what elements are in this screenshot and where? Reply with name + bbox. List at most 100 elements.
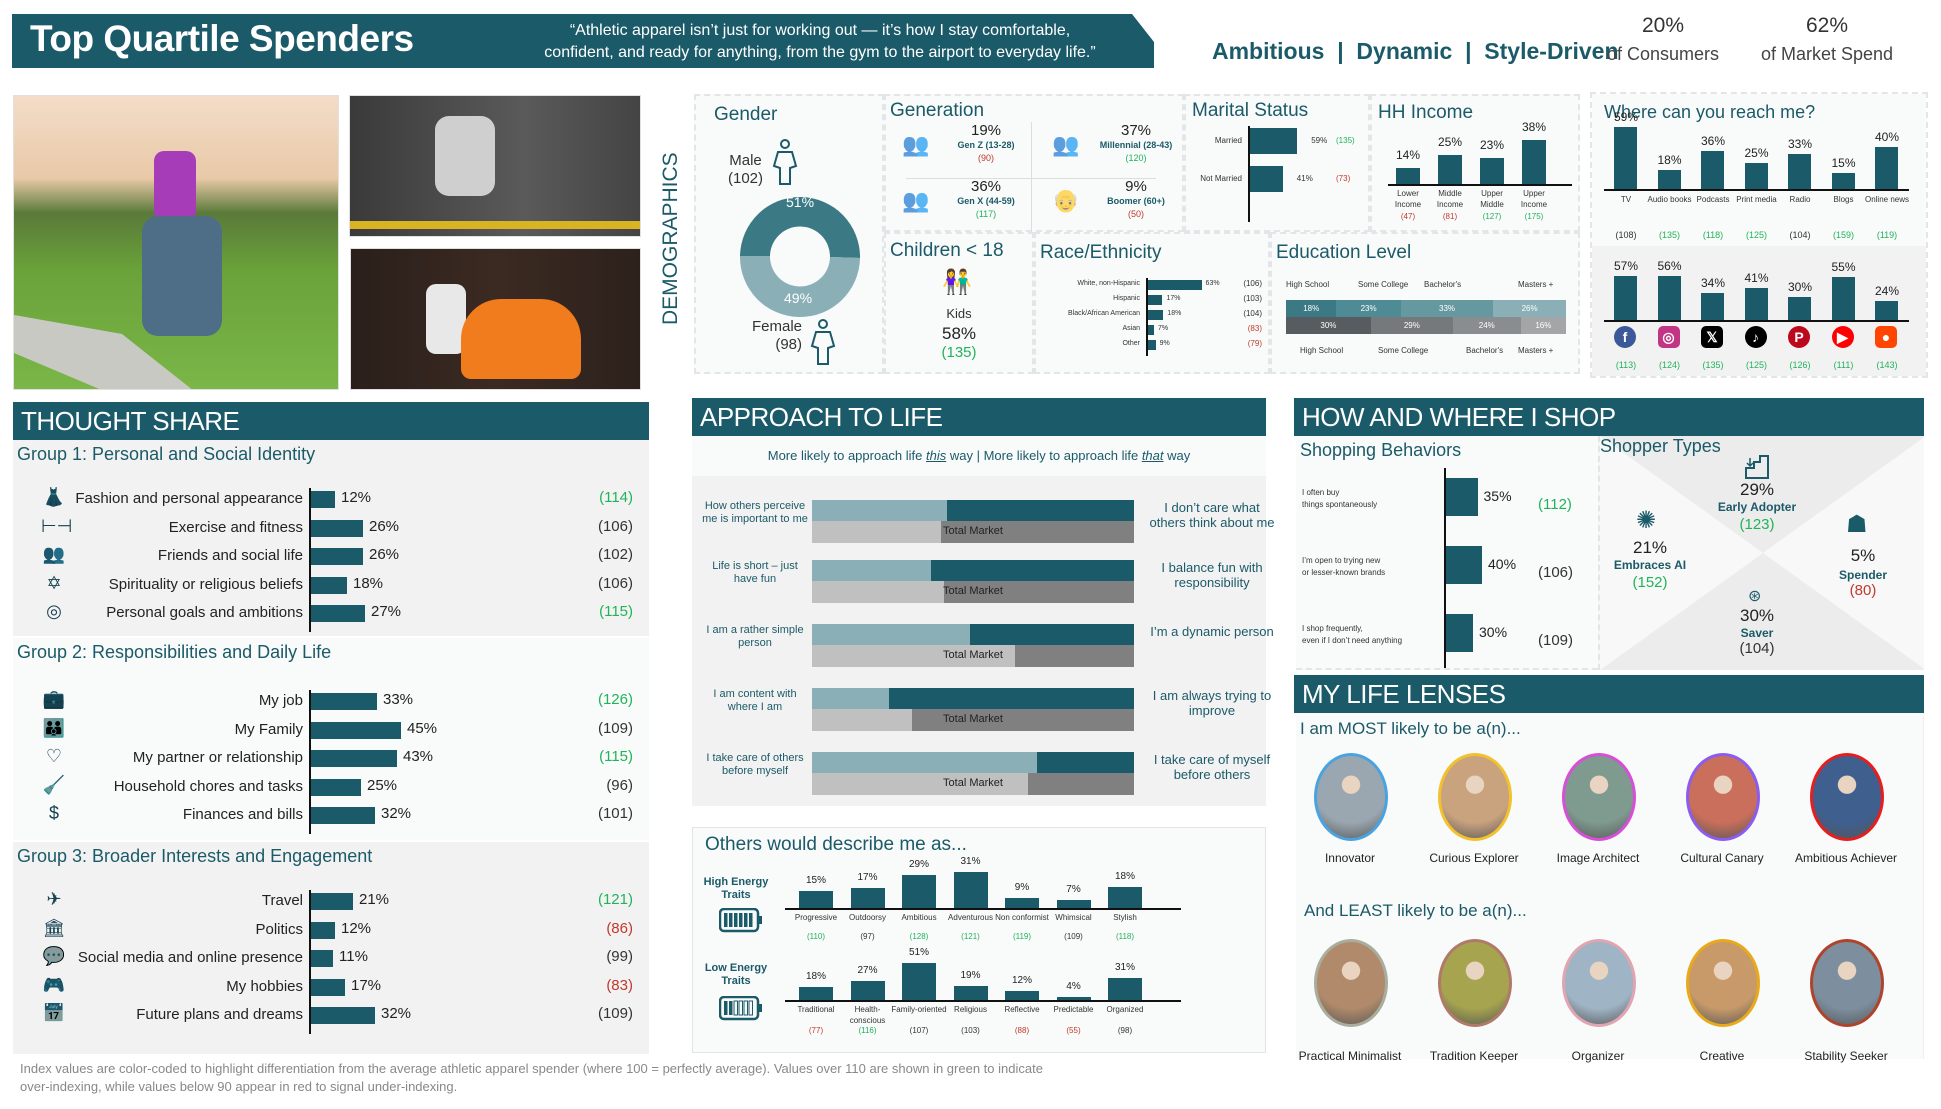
thought-share-label: Travel — [261, 892, 303, 909]
high-label: Stylish — [1113, 913, 1137, 922]
generation-people-icon: 👥 — [902, 132, 930, 157]
icon-glyph: 👗 — [42, 487, 66, 507]
media-label: Podcasts — [1696, 195, 1730, 204]
youtube-icon: ▶ — [1831, 326, 1854, 348]
thought-share-label: Exercise and fitness — [168, 518, 303, 536]
reach-title: Where can you reach me? — [1604, 102, 1816, 122]
behavior-pct: 35% — [1483, 488, 1512, 504]
social-index: (126) — [1789, 360, 1811, 370]
persona-portrait — [1810, 753, 1884, 841]
thought-share-row: 🧹 Household chores and tasks 25% (96) — [13, 774, 653, 800]
thought-share-label: Politics — [255, 920, 303, 938]
education-segment-bar: 18% 23% 33% 26% — [1286, 300, 1567, 317]
low-index: (98) — [1117, 1026, 1133, 1035]
high-index: (97) — [860, 932, 875, 941]
generation-item: 👥 37% Millennial (28-43) (120) — [1036, 122, 1184, 178]
media-index: (159) — [1832, 230, 1854, 240]
thought-share-bar — [311, 807, 375, 824]
behavior-index: (112) — [1538, 496, 1572, 513]
persona-label: Curious Explorer — [1429, 851, 1519, 865]
thought-share-label: My Family — [234, 720, 303, 738]
male-pct: 51% — [786, 194, 815, 210]
media-axis — [1604, 189, 1909, 191]
thought-share-row: 👥 Friends and social life 26% (102) — [13, 543, 653, 569]
low-index: (77) — [808, 1026, 824, 1035]
thought-share-bar — [311, 548, 363, 565]
low-pct: 51% — [908, 947, 929, 959]
embraces-ai-pct: 21% — [1632, 538, 1668, 557]
icon-glyph: ◎ — [46, 601, 62, 621]
gender-donut-chart — [739, 196, 861, 318]
family-icon: 👪 — [41, 718, 67, 742]
race-pct: 7% — [1157, 325, 1169, 332]
media-pct: 59% — [1613, 110, 1639, 125]
low-bar — [953, 986, 988, 1000]
race-label: Other — [1122, 340, 1140, 347]
facebook-icon: f — [1614, 326, 1636, 348]
persona-label: Practical Minimalist — [1298, 1049, 1402, 1063]
low-axis — [785, 1000, 1181, 1002]
education-top-label: Masters + — [1518, 280, 1554, 289]
spender-label: Spender — [1838, 568, 1887, 582]
male-text: Male — [729, 152, 762, 169]
thought-share-row: ◎ Personal goals and ambitions 27% (115) — [13, 600, 653, 626]
footer-note: Index values are color-coded to highligh… — [20, 1060, 1280, 1096]
thought-share-row: 👗 Fashion and personal appearance 12% (114) — [13, 486, 653, 512]
gender-title: Gender — [714, 104, 778, 125]
kids-index: (135) — [941, 344, 977, 361]
low-bar — [902, 963, 936, 1000]
generation-label: Boomer (60+) — [1107, 196, 1165, 206]
behavior-pct: 40% — [1488, 556, 1517, 572]
education-segment: 26% — [1493, 300, 1567, 317]
education-top-label: Some College — [1358, 280, 1409, 289]
total-market-label: Total Market — [943, 525, 1003, 537]
icon-glyph: 📅 — [42, 1003, 66, 1023]
thought-share-row: 💼 My job 33% (126) — [13, 688, 653, 714]
low-pct: 12% — [1011, 975, 1032, 987]
income-index: (81) — [1442, 212, 1458, 221]
media-bar — [1701, 151, 1724, 189]
marital-index: (135) — [1336, 136, 1355, 145]
saver-label: Saver — [1740, 626, 1774, 640]
thought-share-pct: 18% — [353, 574, 384, 592]
thought-share-label: Fashion and personal appearance — [75, 490, 303, 507]
government-building-icon: 🏛 — [41, 918, 67, 942]
thought-share-index: (102) — [597, 546, 633, 563]
high-index: (119) — [1012, 932, 1032, 941]
persona-label: Image Architect — [1556, 851, 1640, 865]
approach-right-label: I’m a dynamic person — [1150, 624, 1274, 639]
persona-portrait — [1562, 939, 1636, 1027]
icon-glyph: 💼 — [42, 689, 66, 709]
footer-line-1: Index values are color-coded to highligh… — [20, 1061, 1043, 1076]
high-label: Whimsical — [1055, 913, 1092, 922]
marital-bar — [1250, 166, 1283, 192]
high-bar — [799, 890, 833, 908]
media-bar — [1657, 170, 1681, 189]
segment-fill — [812, 500, 948, 521]
x-icon: 𝕏 — [1701, 326, 1723, 348]
thought-share-index: (115) — [599, 748, 633, 765]
title-banner — [12, 14, 1154, 68]
race-index: (103) — [1243, 294, 1262, 303]
education-card: Education Level High School Some College B… — [1270, 232, 1580, 374]
market-bar — [812, 773, 1134, 795]
thought-share-bar — [311, 576, 347, 594]
persona-portrait — [1810, 939, 1884, 1027]
thought-share-bar — [311, 1007, 375, 1024]
demographics-label-text: DEMOGRAPHICS — [659, 152, 682, 325]
behavior-label: I shop frequently, — [1302, 624, 1363, 633]
education-market-pct: 30% — [1320, 321, 1337, 330]
behavior-label: I’m open to trying new — [1302, 556, 1381, 565]
marital-title: Marital Status — [1192, 100, 1309, 121]
thought-share-bar — [311, 778, 361, 796]
male-segment — [740, 196, 861, 258]
thought-share-row: 📅 Future plans and dreams 32% (109) — [13, 1002, 653, 1028]
media-bar — [1744, 162, 1768, 189]
marital-label: Not Married — [1200, 174, 1242, 183]
gender-card: Gender Male (102) 51% 49% Female (98) — [694, 94, 884, 374]
money-bag-icon: $ — [41, 803, 67, 827]
segment-bar — [812, 500, 1134, 521]
social-bar — [1614, 275, 1637, 320]
generation-pct: 36% — [970, 178, 1002, 195]
embraces-ai-label: Embraces AI — [1613, 558, 1687, 572]
